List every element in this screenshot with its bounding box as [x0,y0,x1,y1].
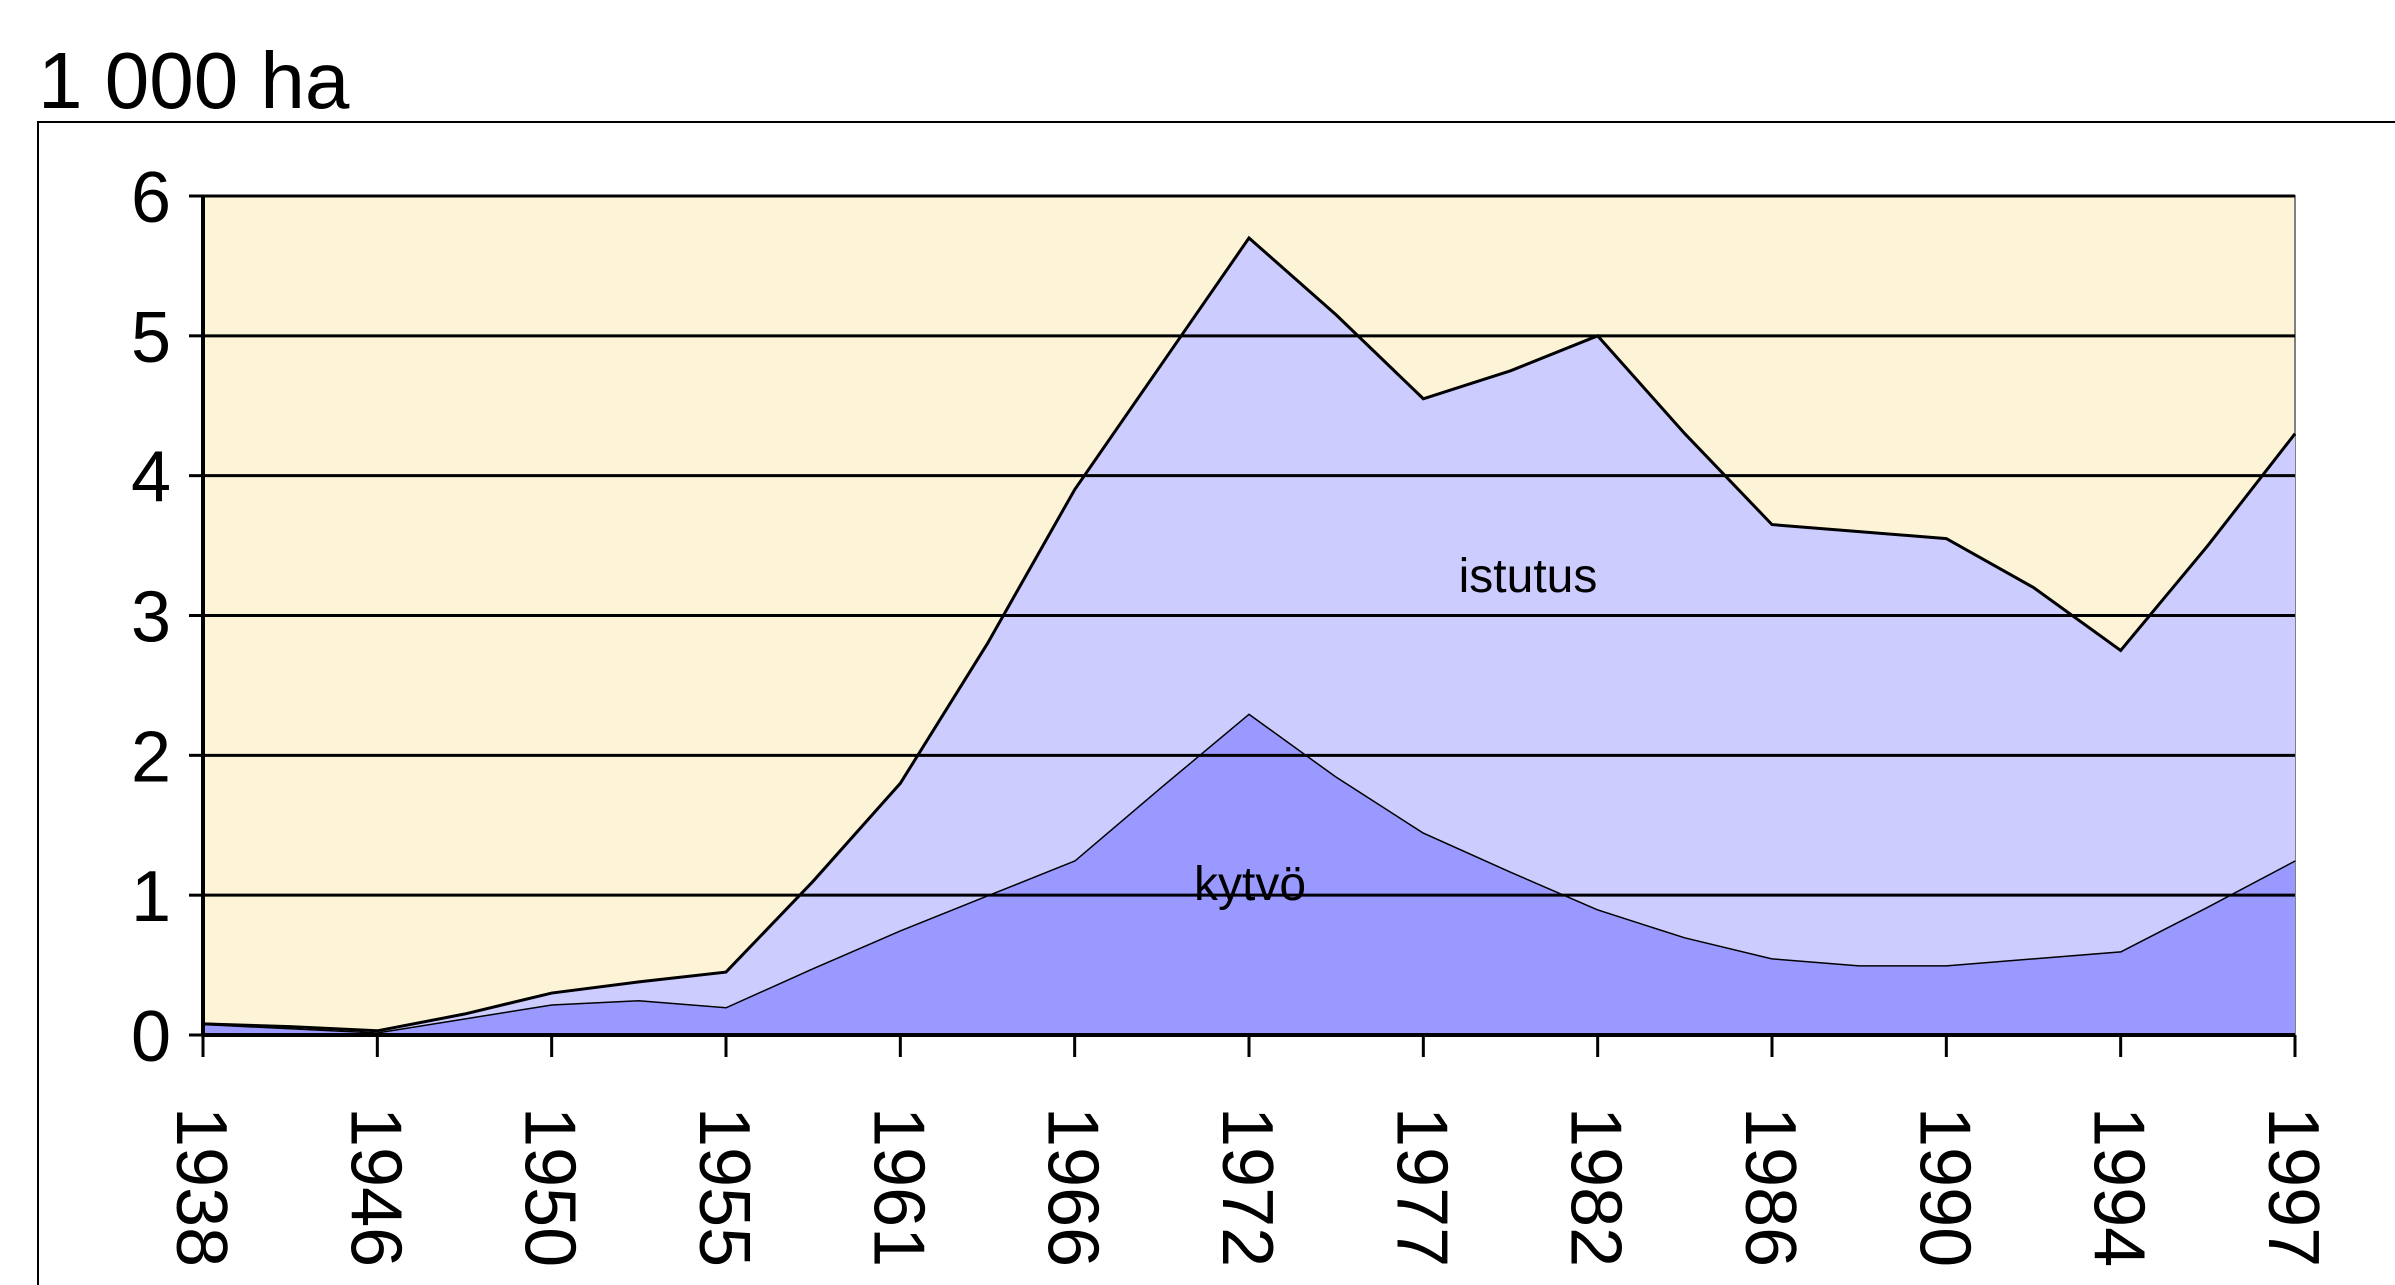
chart-title: 1 000 ha [38,36,350,125]
x-tick-label: 1990 [1904,1107,1984,1267]
chart-frame [37,121,2395,1285]
x-tick-label: 1986 [1730,1107,1810,1267]
x-tick-label: 1972 [1207,1107,1287,1267]
area-edge [202,235,2297,1033]
x-tick-label: 1961 [858,1107,938,1267]
y-tick-label: 5 [131,298,171,378]
x-tick-label: 1950 [510,1107,590,1267]
x-tick-label: 1938 [161,1107,241,1267]
series-label: istutus [1459,550,1598,603]
y-tick-label: 6 [131,158,171,238]
y-tick-label: 3 [131,578,171,658]
x-tick-label: 1946 [335,1107,415,1267]
y-tick-label: 1 [131,857,171,937]
x-tick-label: 1955 [684,1107,764,1267]
x-tick-label: 1994 [2079,1107,2159,1267]
x-tick-label: 1966 [1033,1107,1113,1267]
area [203,237,2295,1033]
y-tick-label: 0 [131,997,171,1077]
area [203,713,2295,1035]
x-tick-label: 1997 [2253,1107,2333,1267]
x-tick-label: 1982 [1556,1107,1636,1267]
y-tick-label: 4 [131,438,171,518]
y-tick-label: 2 [131,717,171,797]
series-label: kytvö [1194,858,1306,911]
x-tick-label: 1977 [1381,1107,1461,1267]
